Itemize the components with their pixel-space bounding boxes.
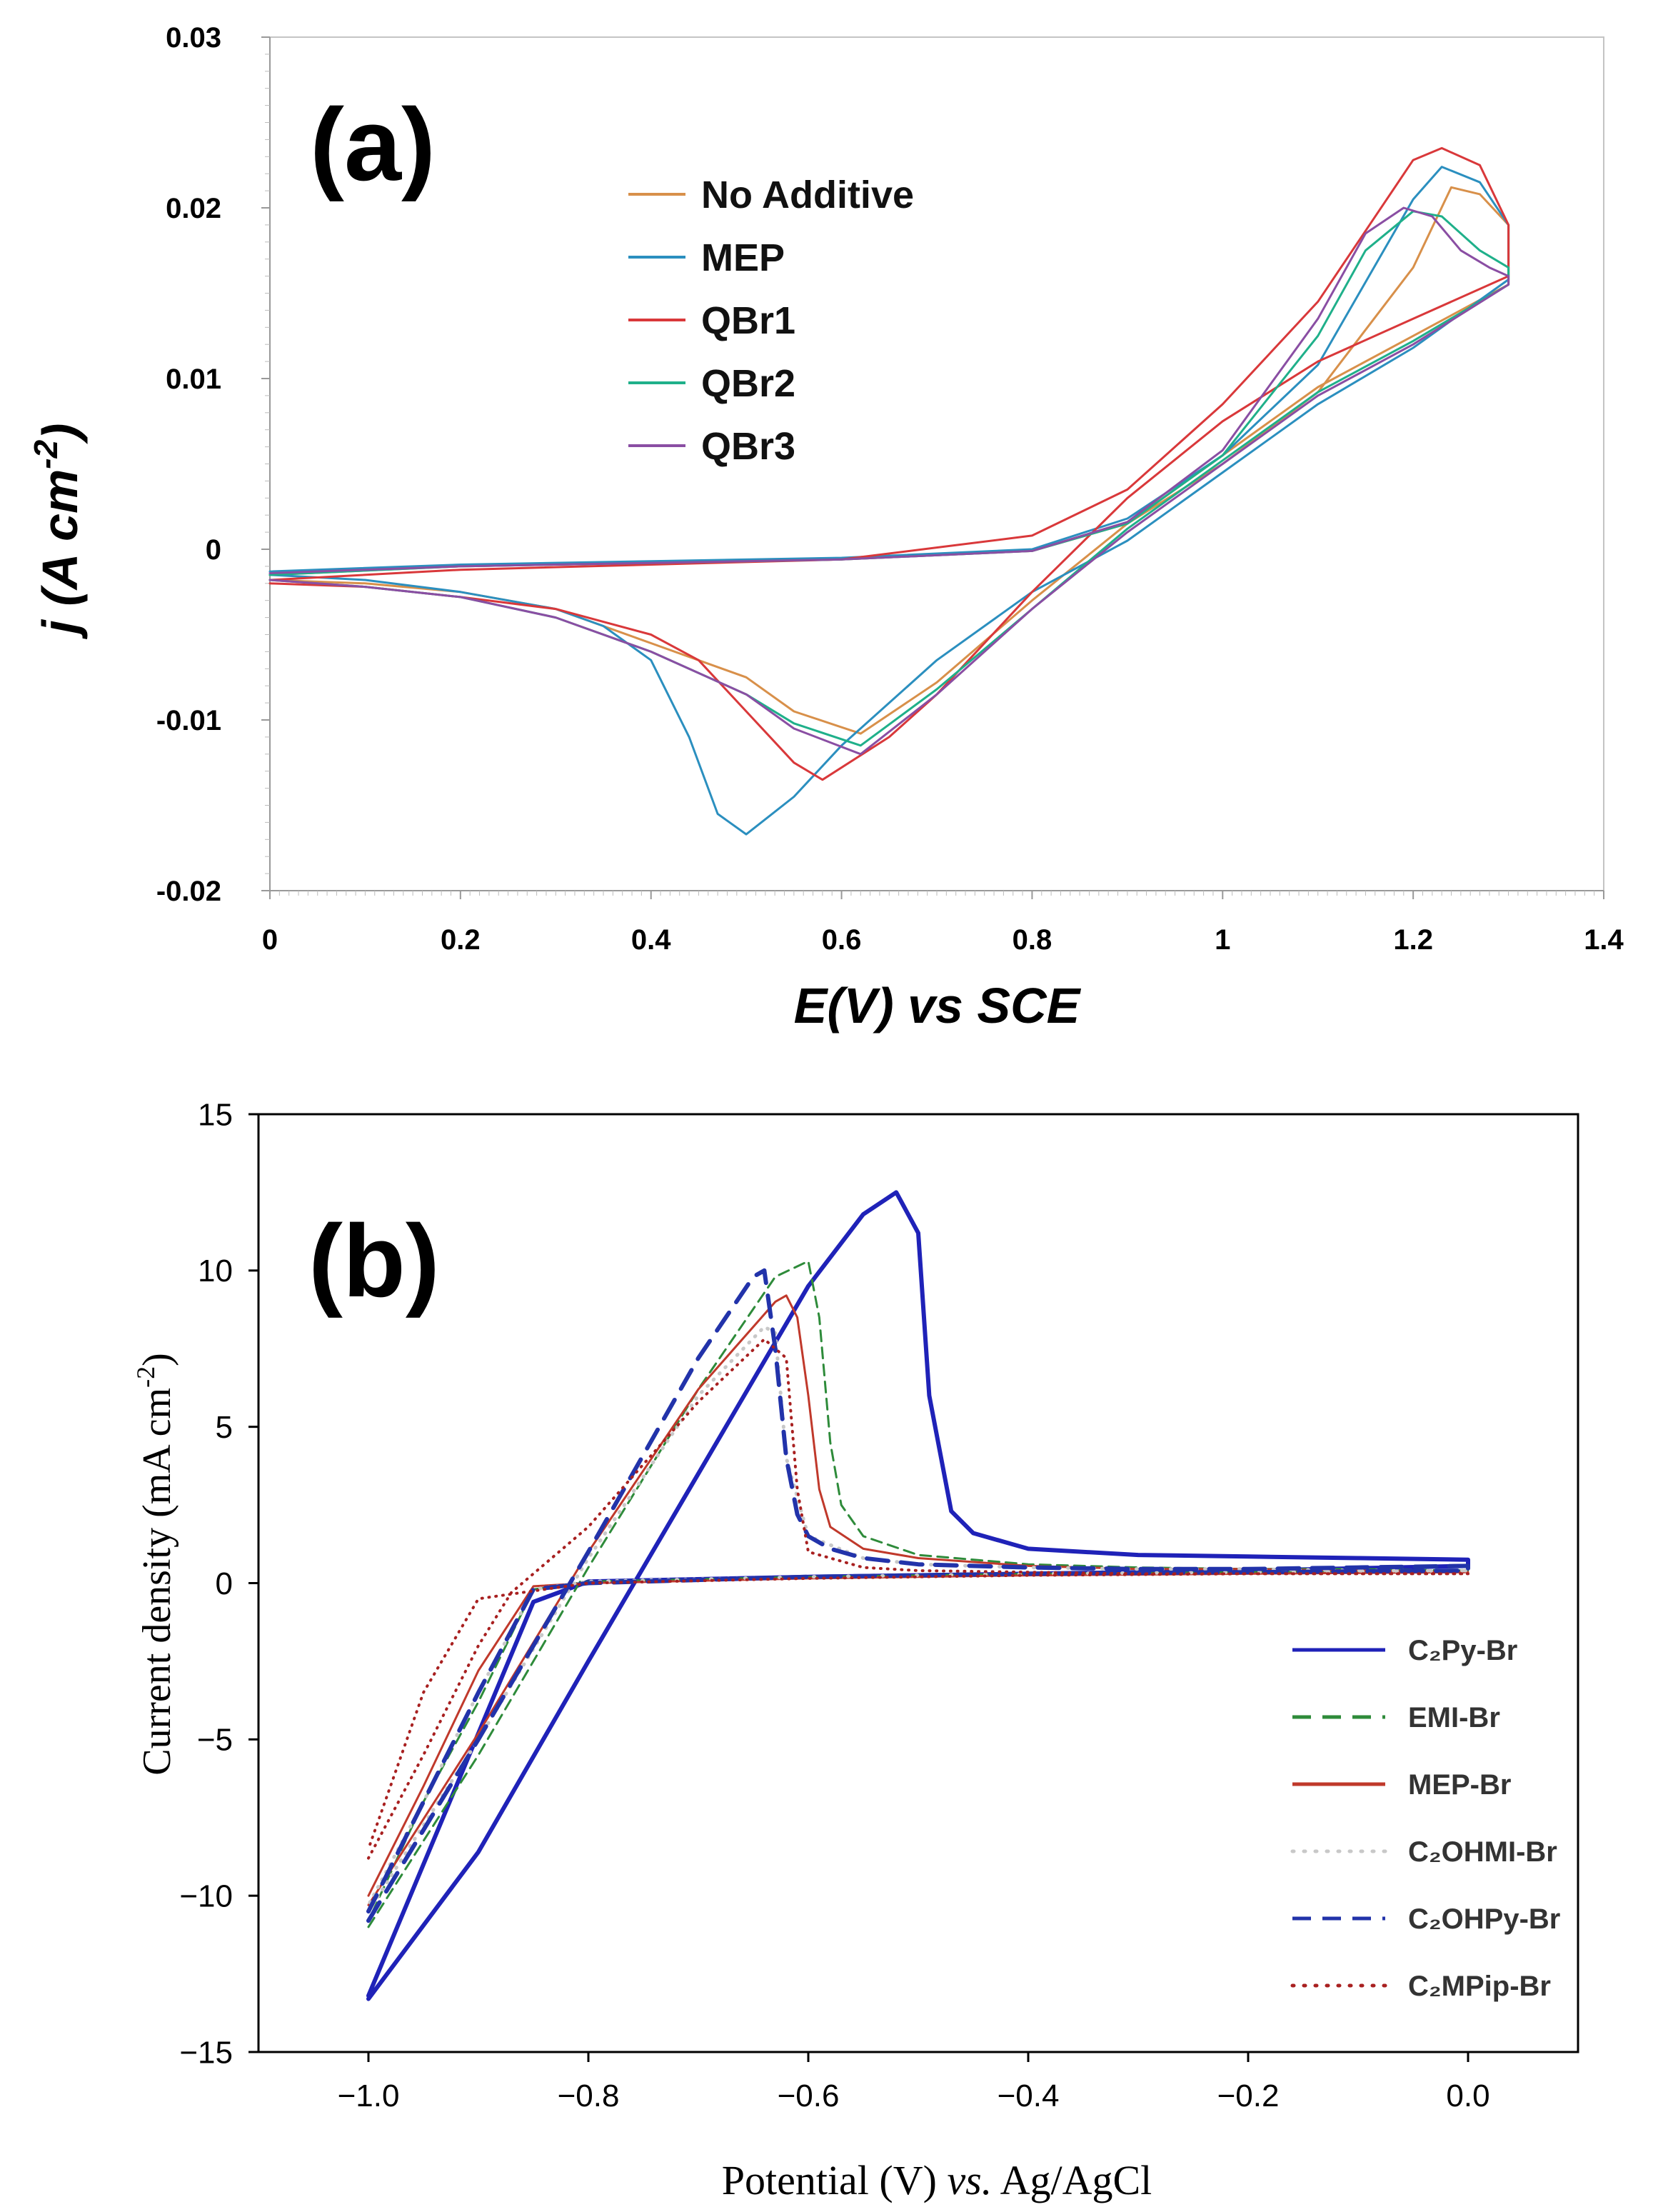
y-tick-label: 0	[206, 534, 221, 566]
panel-b-x-axis-title-post: Ag/AgCl	[992, 2157, 1152, 2203]
panel-a-y-axis-title: j (A cm-2)	[27, 424, 88, 640]
series-line-c-ohmi-br	[366, 1325, 1470, 1913]
panel-b-y-axis-title: Current density (mA cm-2)	[131, 1353, 179, 1775]
legend-label-c-ohpy-br: C₂OHPy-Br	[1408, 1903, 1560, 1935]
x-tick-label: 1.2	[1393, 924, 1433, 956]
legend-label-qbr3: QBr3	[701, 425, 795, 468]
y-tick-label: −10	[179, 1879, 233, 1914]
panel-b-legend: C₂Py-Br EMI-Br MEP-Br C₂OHMI-Br C₂OHPy-Br C₂M…	[1290, 1635, 1560, 2002]
legend-label-c-mpip-br: C₂MPip-Br	[1408, 1971, 1551, 2002]
panel-a-chart: 0 0.2 0.4 0.6 0.8 1 1.2 1.4 -0.02 -0.01 0 0.01 0.02…	[27, 22, 1624, 1034]
legend-label-emi-br: EMI-Br	[1408, 1702, 1500, 1733]
x-tick-label: 1	[1215, 924, 1230, 956]
y-tick-label: 0.03	[166, 22, 221, 54]
y-tick-label: 10	[198, 1253, 233, 1288]
y-tick-label: 0.02	[166, 193, 221, 224]
panel-b-x-axis-title-pre: Potential (V)	[722, 2157, 948, 2203]
y-tick-label: −5	[197, 1723, 233, 1758]
legend-label-qbr2: QBr2	[701, 362, 795, 405]
panel-a-label: (a)	[310, 87, 436, 202]
panel-b-label: (b)	[308, 1203, 440, 1318]
legend-label-mep: MEP	[701, 236, 785, 279]
x-tick-label: 0.2	[441, 924, 481, 956]
panel-b-y-axis-title-sup: -2	[131, 1366, 160, 1388]
y-tick-label: −15	[179, 2035, 233, 2070]
panel-b-chart: −1.0 −0.8 −0.6 −0.4 −0.2 0.0 −15 −10 −5 0 5 10 15 (…	[131, 1097, 1579, 2203]
y-tick-label: 15	[198, 1097, 233, 1132]
legend-label-c-ohmi-br: C₂OHMI-Br	[1408, 1836, 1557, 1868]
legend-label-qbr1: QBr1	[701, 299, 795, 342]
series-line-mep	[268, 166, 1510, 836]
panel-b-x-axis-title-vs: vs.	[947, 2157, 992, 2203]
series-line-qbr1	[268, 146, 1510, 781]
legend-label-no-additive: No Additive	[701, 174, 914, 216]
y-tick-label: 0	[216, 1566, 233, 1601]
x-tick-label: 0	[262, 924, 278, 956]
y-tick-label: -0.01	[156, 705, 221, 736]
panel-b-x-axis-title: Potential (V) vs. Ag/AgCl	[722, 2157, 1152, 2203]
x-tick-label: −1.0	[338, 2078, 400, 2113]
panel-b-y-axis-title-main: Current density (mA cm	[135, 1388, 179, 1776]
x-tick-label: 0.6	[822, 924, 862, 956]
x-tick-label: −0.2	[1217, 2078, 1280, 2113]
panel-a-x-axis-title: E(V) vs SCE	[794, 978, 1082, 1034]
y-tick-label: 5	[216, 1410, 233, 1445]
x-tick-label: 0.0	[1446, 2078, 1489, 2113]
panel-a-legend: No Additive MEP QBr1 QBr2 QBr3	[628, 174, 914, 468]
panel-b-y-axis-title-close: )	[135, 1353, 179, 1366]
x-tick-label: 0.8	[1013, 924, 1052, 956]
y-tick-label: 0.01	[166, 364, 221, 395]
legend-label-c-py-br: C₂Py-Br	[1408, 1635, 1517, 1666]
series-line-qbr3	[268, 206, 1510, 756]
panel-a-y-axis-title-main: j (A cm	[32, 469, 88, 640]
x-tick-label: −0.8	[558, 2078, 620, 2113]
x-tick-label: −0.6	[778, 2078, 840, 2113]
panel-a-y-axis-title-sup: -2	[27, 439, 64, 469]
y-tick-label: -0.02	[156, 876, 221, 907]
series-line-c-mpip-br	[367, 1338, 1469, 1860]
x-tick-label: 0.4	[631, 924, 671, 956]
x-tick-label: 1.4	[1584, 924, 1624, 956]
x-tick-label: −0.4	[998, 2078, 1060, 2113]
legend-label-mep-br: MEP-Br	[1408, 1769, 1511, 1801]
